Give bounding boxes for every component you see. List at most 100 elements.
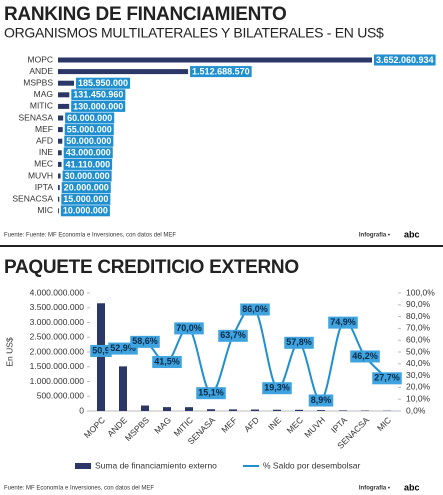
y2-tick-label: 100,0%: [406, 287, 435, 297]
value-label-box: [71, 89, 126, 101]
y-tick-label: 1.000.000.000: [30, 376, 85, 386]
value-label: 70,0%: [176, 323, 202, 333]
value-label: 52,9%: [110, 343, 136, 353]
value-label: 46,2%: [352, 351, 378, 361]
bar: [58, 161, 62, 167]
bar: [58, 208, 59, 214]
category-label: MAG: [34, 89, 53, 99]
value-label-box: [308, 394, 334, 407]
y-axis-label: En US$: [4, 337, 14, 367]
value-label-box: [152, 356, 182, 369]
value-label-box: [63, 147, 113, 159]
credit: Infografía •: [359, 233, 390, 239]
category-label: MEC: [34, 159, 53, 169]
value-label-box: [130, 335, 160, 348]
bar: [58, 103, 70, 109]
value-label-box: [64, 135, 114, 147]
y2-tick-label: 90,0%: [406, 299, 431, 309]
category-label: MIC: [37, 205, 53, 215]
value-label-box: [372, 372, 402, 385]
legend-label: Suma de financiamiento externo: [95, 460, 217, 470]
bar: [58, 92, 70, 98]
value-label-box: [240, 303, 270, 316]
y2-tick-label: 70,0%: [406, 323, 431, 333]
y2-tick-label: 30,0%: [406, 370, 431, 380]
value-label: 41.110.000: [66, 159, 111, 169]
bar: [339, 410, 347, 411]
bar: [58, 69, 189, 75]
bar: [229, 409, 237, 411]
value-label: 50.000.000: [66, 136, 111, 146]
bar: [119, 366, 127, 411]
category-label: IPTA: [35, 182, 54, 192]
bar: [58, 115, 64, 121]
value-label-box: [60, 205, 110, 217]
bar: [97, 303, 105, 411]
value-label: 10.000.000: [63, 206, 108, 216]
y-tick-label: 2.000.000.000: [30, 346, 85, 356]
value-label: 55.000.000: [67, 124, 112, 134]
bar: [141, 405, 149, 411]
value-label: 15,1%: [198, 388, 224, 398]
credit: Infografía •: [359, 486, 390, 492]
value-label: 15.000.000: [63, 194, 108, 204]
y2-tick-label: 10,0%: [406, 393, 431, 403]
bar: [58, 185, 60, 191]
value-label-box: [63, 158, 113, 170]
bar: [251, 409, 259, 411]
bar: [58, 138, 63, 144]
category-label: MITIC: [30, 101, 53, 111]
bar: [58, 80, 74, 86]
y2-tick-label: 0,0%: [406, 405, 426, 415]
bar: [273, 409, 281, 411]
chart-subtitle: ORGANISMOS MULTILATERALES Y BILATERALES …: [4, 25, 384, 41]
value-label: 74,9%: [330, 317, 356, 327]
logo: abc: [404, 229, 420, 239]
logo: abc: [404, 482, 420, 492]
chart-title: PAQUETE CREDITICIO EXTERNO: [4, 257, 299, 278]
source: Fuente: MF Economía e Inversiones, con d…: [4, 486, 154, 492]
bar: [207, 409, 215, 411]
value-label: 131.450.960: [73, 90, 123, 100]
value-label: 185.950.000: [78, 78, 128, 88]
value-label-box: [190, 66, 252, 78]
legend-swatch: [75, 463, 91, 469]
value-label-box: [374, 54, 436, 66]
value-label-box: [62, 170, 112, 182]
category-label: MSPBS: [23, 77, 53, 87]
value-label: 57,8%: [286, 337, 312, 347]
y-tick-label: 2.500.000.000: [30, 332, 85, 342]
y2-tick-label: 40,0%: [406, 358, 431, 368]
y2-tick-label: 60,0%: [406, 334, 431, 344]
source: Fuente: Fuente: MF Economía e Inversione…: [4, 233, 176, 239]
value-label: 86,0%: [242, 304, 268, 314]
value-label-box: [328, 316, 358, 329]
y2-tick-label: 80,0%: [406, 311, 431, 321]
value-label-box: [71, 100, 126, 112]
bar: [58, 127, 63, 133]
value-label: 41,5%: [154, 356, 180, 366]
value-label: 50,9: [92, 345, 110, 355]
bar: [58, 57, 372, 63]
value-label: 30.000.000: [65, 171, 110, 181]
value-label-box: [65, 112, 115, 124]
category-label: MOPC: [28, 54, 54, 64]
category-label: SENASA: [19, 112, 54, 122]
value-label-box: [75, 77, 131, 89]
value-label-box: [61, 182, 111, 194]
value-label: 58,6%: [132, 336, 158, 346]
value-label-box: [90, 344, 112, 357]
category-label: MEF: [35, 124, 53, 134]
y-tick-label: 0: [79, 405, 84, 415]
bar: [295, 409, 303, 411]
value-label-box: [284, 336, 314, 349]
category-label: ANDE: [29, 66, 53, 76]
value-label: 3.652.060.934: [376, 55, 434, 65]
value-label: 1.512.688.570: [192, 66, 250, 76]
value-label-box: [196, 387, 226, 400]
value-label: 60.000.000: [67, 113, 112, 123]
bar: [185, 407, 193, 411]
legend-label: % Saldo por desembolsar: [263, 460, 361, 470]
y-tick-label: 500.000.000: [37, 391, 85, 401]
